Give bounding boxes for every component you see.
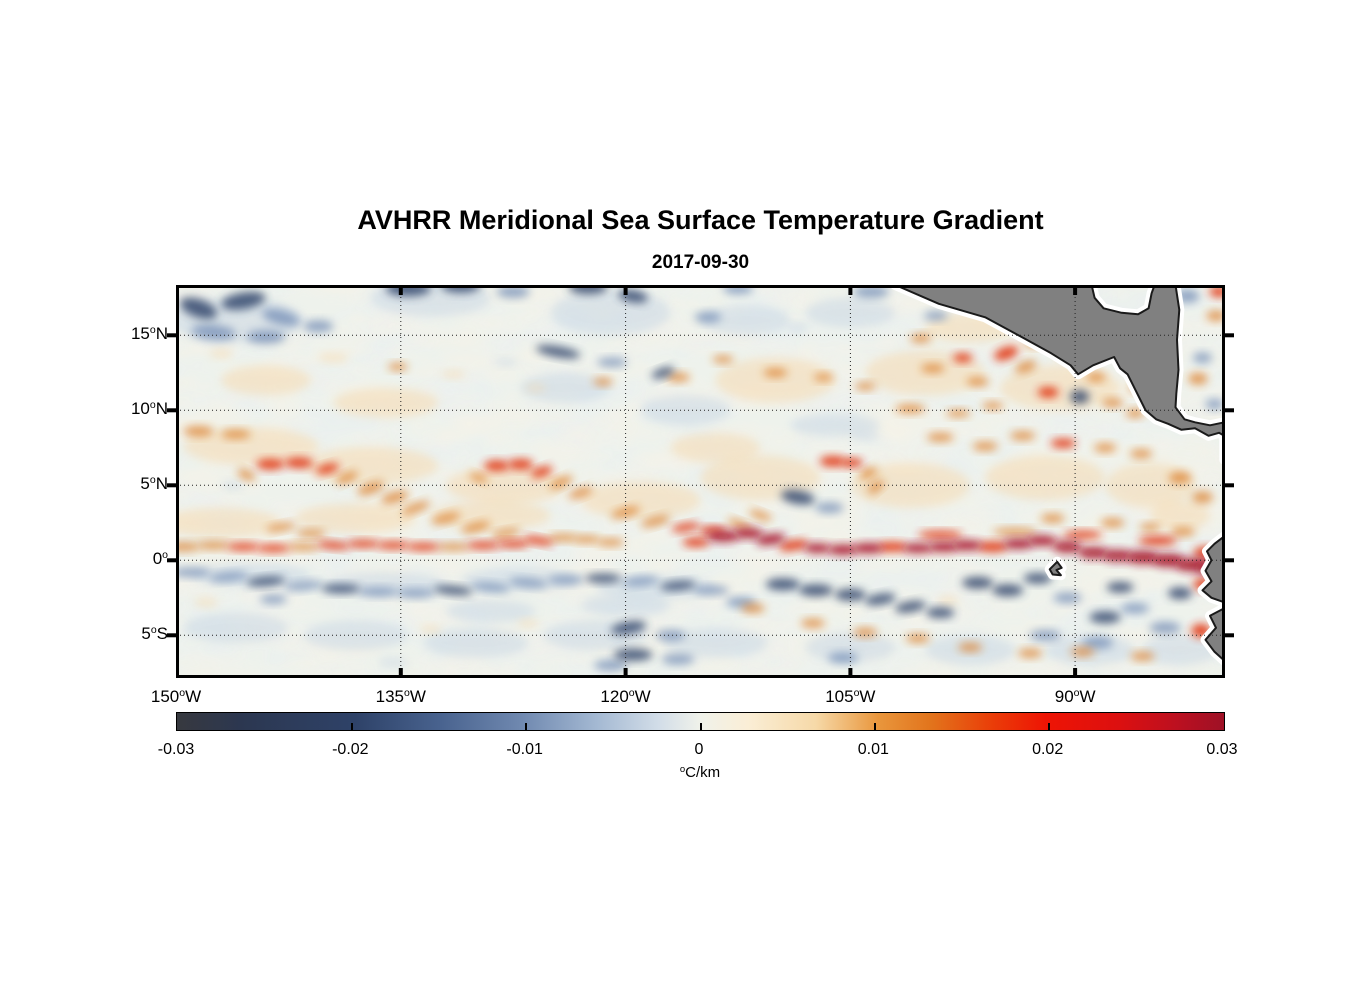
y-axis-label-5S: 5oS [68,624,168,644]
degree-symbol: o [149,474,156,487]
colorbar-label--0.03: -0.03 [157,741,195,758]
colorbar-tick [1048,723,1051,730]
tick-text: 0 [152,549,163,569]
x-axis-label-150W: 150oW [126,687,226,707]
tick-text: N [155,474,168,494]
colorbar-tick [874,723,877,730]
x-axis-label-120W: 120oW [576,687,676,707]
degree-symbol: o [149,324,156,337]
tick-text: W [409,687,426,706]
tick-text: N [155,324,168,344]
unit-text: C/km [685,764,721,781]
degree-symbol: o [1073,687,1080,699]
y-axis-label-10N: 10oN [68,399,168,419]
x-axis-label-135W: 135oW [351,687,451,707]
degree-symbol: o [679,764,686,775]
tick-text: W [1079,687,1096,706]
tick-text: S [156,624,168,644]
tick-text: 90 [1054,687,1074,706]
colorbar [176,712,1225,731]
map-frame [176,285,1225,678]
colorbar-label--0.01: -0.01 [506,741,543,758]
degree-symbol: o [162,549,168,562]
land-masses [890,285,1225,666]
graticule [176,285,1225,678]
tick-text: 150 [150,687,180,706]
colorbar-unit-label: oC/km [600,764,800,781]
x-axis-label-105W: 105oW [800,687,900,707]
tick-text: 120 [600,687,629,706]
degree-symbol: o [404,687,410,699]
map-clip-group [176,285,1225,678]
tick-text: N [155,399,168,419]
degree-symbol: o [853,687,860,699]
degree-symbol: o [149,399,156,412]
chart-title: AVHRR Meridional Sea Surface Temperature… [357,205,1044,235]
galapagos-islands [1048,560,1063,577]
colorbar-tick [524,723,527,730]
x-axis-label-90W: 90oW [1025,687,1125,707]
degree-symbol: o [628,687,635,699]
tick-text: W [634,687,651,706]
tick-text: 5 [140,474,150,494]
colorbar-label--0.02: -0.02 [332,741,369,758]
y-axis-label-0: 0o [68,549,168,569]
map-canvas [167,285,1234,678]
sst-gradient-map [167,285,1234,678]
colorbar-tick [350,723,353,730]
tick-text: 15 [130,324,150,344]
tick-text: W [185,687,202,706]
y-axis-label-5N: 5oN [68,474,168,494]
colorbar-label-0.01: 0.01 [857,741,889,758]
tick-text: W [859,687,876,706]
tick-text: 5 [141,624,151,644]
colorbar-label-0.03: 0.03 [1206,741,1238,758]
colorbar-label-0.02: 0.02 [1032,741,1064,758]
tick-text: 10 [130,399,150,419]
south-america-ecuador [1201,535,1225,604]
chart-date-subtitle: 2017-09-30 [651,252,750,273]
colorbar-tick [699,723,702,730]
tick-text: 135 [375,687,405,706]
tick-text: 105 [825,687,854,706]
degree-symbol: o [179,687,186,699]
degree-symbol: o [150,624,157,637]
colorbar-label-0: 0 [694,741,704,758]
y-axis-label-15N: 15oN [68,324,168,344]
